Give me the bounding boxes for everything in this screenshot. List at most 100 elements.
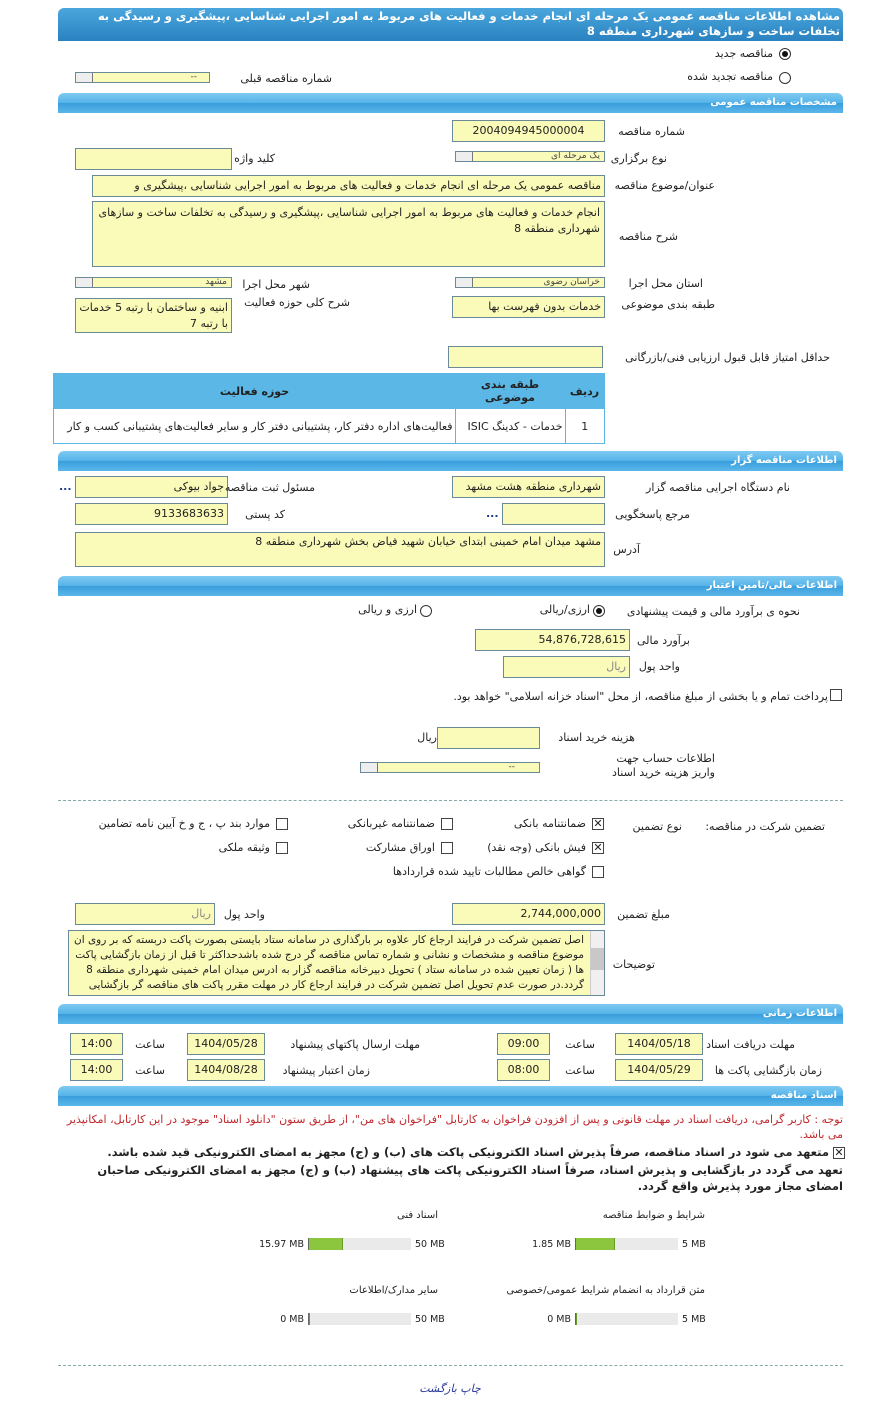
- holding-type-select[interactable]: یک مرحله ای: [455, 151, 605, 162]
- documents-notice: توجه : کاربر گرامی، دریافت اسناد در مهلت…: [66, 1113, 843, 1141]
- registrar-field: جواد بیوکی: [75, 476, 228, 498]
- guarantee-option-checkbox[interactable]: [441, 818, 453, 830]
- opening-time-label: ساعت: [565, 1064, 595, 1077]
- doc-deadline-time-label: ساعت: [565, 1038, 595, 1051]
- file-size-fill: [309, 1238, 343, 1250]
- organization-label: نام دستگاه اجرایی مناقصه گزار: [646, 481, 790, 494]
- currency-field: ریال: [503, 656, 630, 678]
- category-field: خدمات بدون فهرست بها: [452, 296, 605, 318]
- new-tender-radio[interactable]: [779, 48, 791, 60]
- footer-links: چاپ بازگشت: [380, 1382, 520, 1395]
- file-max-size: 5 MB: [682, 1314, 706, 1325]
- registrar-more-link[interactable]: ...: [59, 480, 72, 493]
- opening-time: 08:00: [497, 1059, 550, 1081]
- file-size-bar: [308, 1313, 411, 1325]
- reference-more-link[interactable]: ...: [486, 507, 499, 520]
- address-field: مشهد میدان امام خمینی ابتدای خیابان شهید…: [75, 532, 605, 567]
- doc-fee-field: [437, 727, 540, 749]
- guarantee-option-checkbox[interactable]: [276, 818, 288, 830]
- back-link[interactable]: بازگشت: [419, 1382, 457, 1395]
- file-size-bar: [308, 1238, 411, 1250]
- new-tender-label: مناقصه جدید: [714, 47, 773, 60]
- table-row: 1 خدمات - کدینگ ISIC فعالیت‌های اداره دف…: [53, 408, 605, 444]
- renewed-tender-label: مناقصه تجدید شده: [687, 70, 773, 83]
- city-select[interactable]: مشهد: [75, 277, 232, 288]
- holding-type-label: نوع برگزاری: [610, 152, 667, 165]
- guarantee-currency-field: ریال: [75, 903, 215, 925]
- tender-number-field: 2004094945000004: [452, 120, 605, 142]
- submit-deadline-label: مهلت ارسال پاکتهای پیشنهاد: [290, 1038, 420, 1051]
- guarantee-option-checkbox[interactable]: [441, 842, 453, 854]
- guarantee-option-label: ضمانتنامه غیربانکی: [347, 817, 435, 830]
- description-label: شرح مناقصه: [618, 230, 678, 243]
- validity-time-label: ساعت: [135, 1064, 165, 1077]
- file-category-label: متن قرارداد به انضمام شرایط عمومی/خصوصی: [506, 1285, 705, 1296]
- fx-rial-label: ارزی و ریالی: [358, 603, 417, 616]
- account-label: اطلاعات حساب جهت واریز هزینه خرید اسناد: [612, 752, 715, 779]
- guarantee-option-checkbox[interactable]: ✕: [592, 817, 604, 830]
- col-category: طبقه بندی موضوعی: [480, 378, 540, 404]
- file-size-fill: [576, 1238, 615, 1250]
- validity-date: 1404/08/28: [187, 1059, 265, 1081]
- guarantee-option-checkbox[interactable]: [276, 842, 288, 854]
- bottom-divider: [58, 1365, 843, 1366]
- timing-section-header: اطلاعات زمانی: [58, 1004, 843, 1024]
- description-field: انجام خدمات و فعالیت های مربوط به امور ا…: [92, 201, 605, 267]
- rial-radio[interactable]: [593, 605, 605, 617]
- page-title: مشاهده اطلاعات مناقصه عمومی یک مرحله ای …: [97, 9, 840, 38]
- category-label: طبقه بندی موضوعی: [621, 298, 715, 311]
- account-select[interactable]: --: [360, 762, 540, 773]
- commit-text-2: تعهد می گردد در بازگشایی و پذیرش اسناد، …: [97, 1163, 843, 1193]
- scope-label: شرح کلی حوزه فعالیت: [244, 296, 350, 309]
- province-select[interactable]: خراسان رضوی: [455, 277, 605, 288]
- file-max-size: 50 MB: [415, 1239, 445, 1250]
- keyword-input[interactable]: [75, 148, 232, 170]
- estimate-method-label: نحوه ی برآورد مالی و قیمت پیشنهادی: [626, 605, 800, 618]
- fx-rial-radio[interactable]: [420, 605, 432, 617]
- file-category-label: اسناد فنی: [397, 1210, 438, 1221]
- col-scope: حوزه فعالیت: [219, 384, 290, 398]
- file-category-label: سایر مدارک/اطلاعات: [349, 1285, 438, 1296]
- province-label: استان محل اجرا: [628, 277, 703, 290]
- submit-deadline-date: 1404/05/28: [187, 1033, 265, 1055]
- guarantee-option-label: وثیقه ملکی: [218, 841, 270, 854]
- guarantee-type-label: نوع تضمین: [632, 820, 682, 833]
- notes-scrollbar[interactable]: [590, 931, 604, 995]
- guarantee-amount-label: مبلغ تضمین: [617, 908, 670, 921]
- file-size: 1.85 MB: [532, 1239, 571, 1250]
- commit-checkbox: ✕: [833, 1146, 845, 1159]
- finance-section-header: اطلاعات مالی/تامین اعتبار: [58, 576, 843, 596]
- keyword-label: کلید واژه: [234, 152, 275, 165]
- file-max-size: 50 MB: [415, 1314, 445, 1325]
- doc-fee-unit: ریال: [417, 731, 437, 744]
- divider: [58, 800, 843, 801]
- address-label: آدرس: [613, 543, 640, 556]
- guarantee-notes-field[interactable]: اصل تضمین شرکت در فرایند ارجاع کار علاوه…: [68, 930, 605, 996]
- file-size-bar: [575, 1238, 678, 1250]
- treasury-checkbox[interactable]: [830, 689, 842, 701]
- postal-code-label: کد پستی: [245, 508, 285, 521]
- reference-field: [502, 503, 605, 525]
- subject-field: مناقصه عمومی یک مرحله ای انجام خدمات و ف…: [92, 175, 605, 197]
- scope-field: ابنیه و ساختمان با رتبه 5 خدمات با رتبه …: [75, 298, 232, 333]
- submit-deadline-time: 14:00: [70, 1033, 123, 1055]
- prev-tender-number-label: شماره مناقصه قبلی: [240, 72, 332, 85]
- guarantee-option-checkbox[interactable]: ✕: [592, 841, 604, 854]
- doc-deadline-date: 1404/05/18: [615, 1033, 703, 1055]
- guarantee-notes-label: توضیحات: [612, 958, 655, 971]
- file-size-bar: [575, 1313, 678, 1325]
- guarantee-option-label: گواهی خالص مطالبات تایید شده قراردادها: [392, 865, 586, 878]
- registrar-label: مسئول ثبت مناقصه: [224, 481, 315, 494]
- doc-fee-label: هزینه خرید اسناد: [558, 731, 635, 744]
- guarantee-option-checkbox[interactable]: [592, 866, 604, 878]
- renewed-tender-radio[interactable]: [779, 72, 791, 84]
- guarantee-option-label: اوراق مشارکت: [365, 841, 435, 854]
- currency-label: واحد پول: [638, 660, 680, 673]
- file-size-fill: [576, 1313, 577, 1325]
- file-category-label: شرایط و ضوابط مناقصه: [602, 1210, 705, 1221]
- opening-date: 1404/05/29: [615, 1059, 703, 1081]
- file-size-fill: [309, 1313, 310, 1325]
- page-title-bar: [58, 8, 843, 41]
- prev-tender-number-select[interactable]: --: [75, 72, 210, 83]
- print-link[interactable]: چاپ: [460, 1382, 481, 1395]
